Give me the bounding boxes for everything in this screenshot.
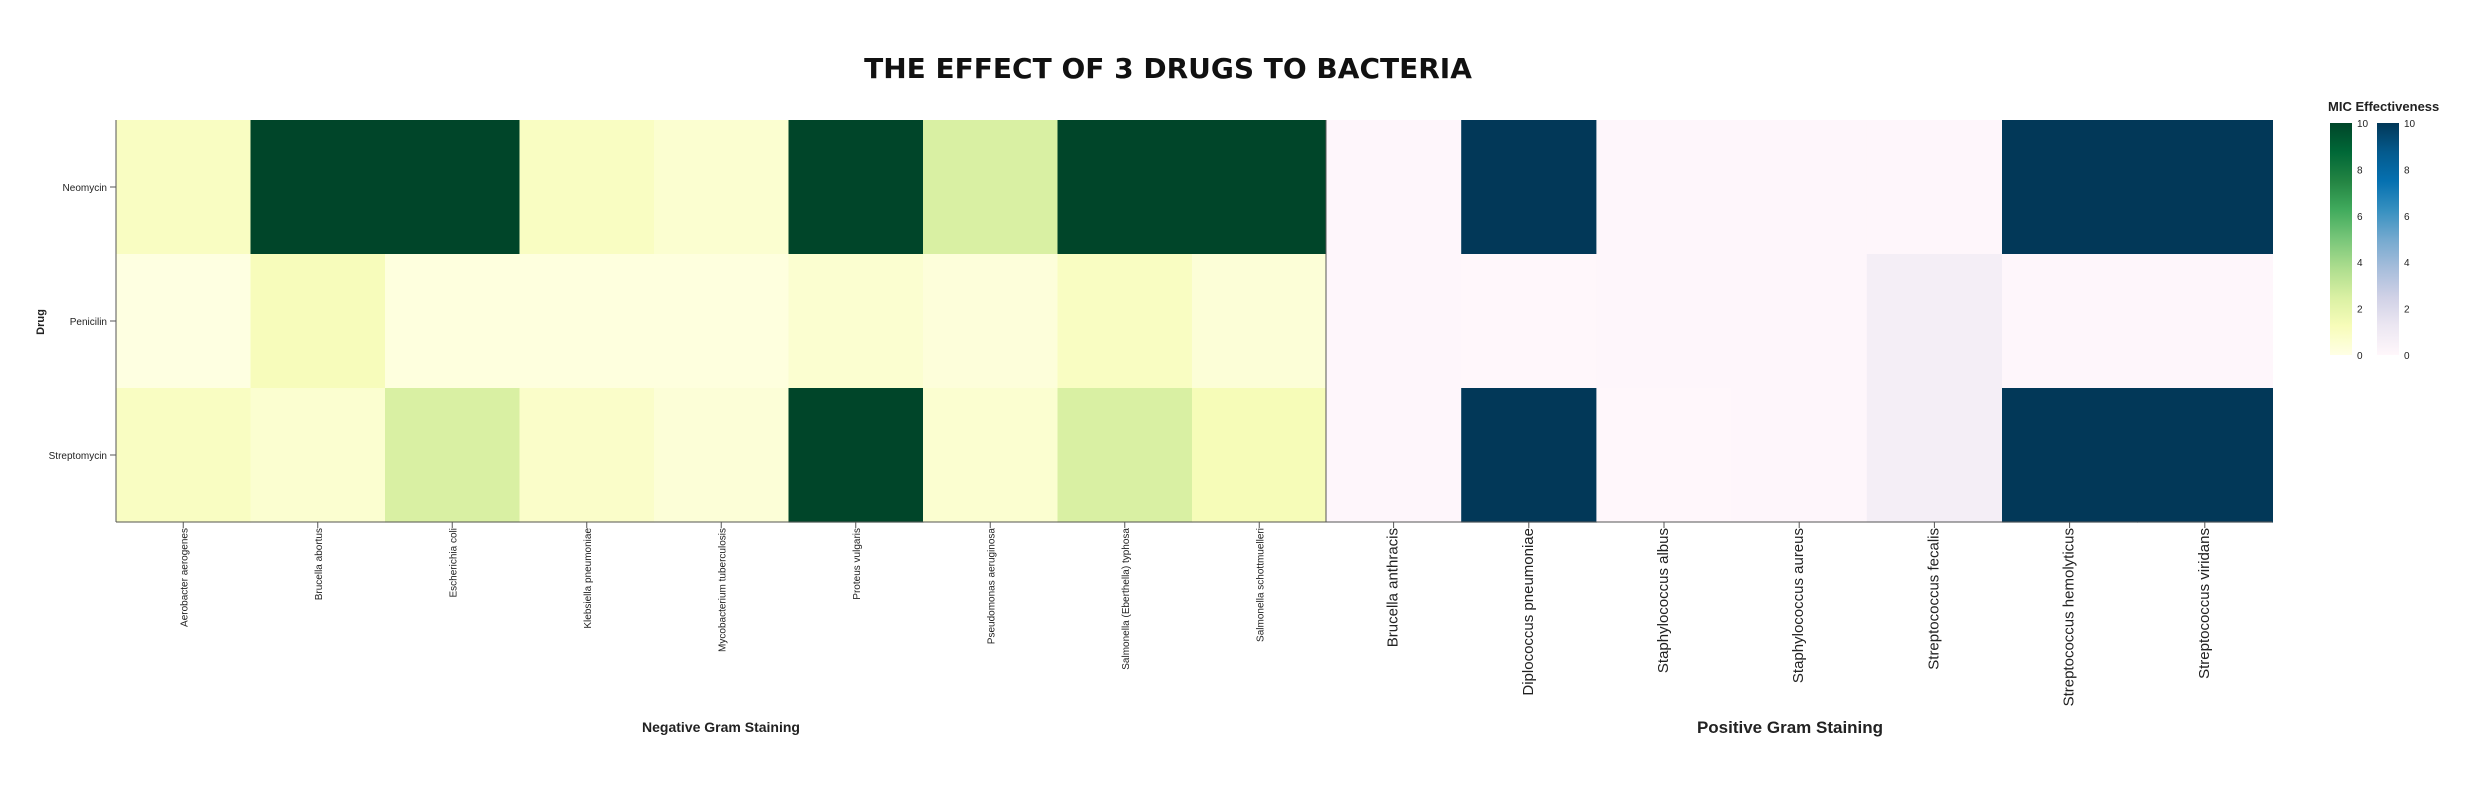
heatmap-cell <box>519 254 655 389</box>
x-tick-label: Aerobacter aerogenes <box>179 528 190 627</box>
heatmap-cell <box>1192 388 1328 523</box>
heatmap-cell <box>2137 388 2273 523</box>
heatmap-cell <box>1461 254 1597 389</box>
legend-ticks: 0 2 4 6 8 10 0 2 4 6 8 10 <box>2357 119 2416 362</box>
heatmap-cell <box>385 120 521 255</box>
x-tick-label: Proteus vulgaris <box>852 528 863 600</box>
legend-colorbar-positive <box>2377 123 2399 355</box>
heatmap-cell <box>923 120 1059 255</box>
heatmap-cell <box>1057 388 1193 523</box>
heatmap-cell <box>1731 254 1868 389</box>
x-tick-label: Pseudomonas aeruginosa <box>986 528 997 645</box>
x-tick-label: Diplococcus pneumoniae <box>1520 528 1537 696</box>
heatmap-cell <box>1326 254 1462 389</box>
legend-tick-label: 6 <box>2357 212 2363 223</box>
x-tick-label: Streptococcus viridans <box>2196 528 2213 679</box>
heatmap-cells <box>116 120 2273 523</box>
x-tick-label: Streptococcus fecalis <box>1925 528 1942 670</box>
heatmap-cell <box>654 388 790 523</box>
heatmap-cell <box>1866 120 2003 255</box>
heatmap-cell <box>385 254 521 389</box>
x-tick-label: Klebsiella pneumoniae <box>583 528 594 629</box>
heatmap-cell <box>1461 120 1597 255</box>
legend-tick-label: 6 <box>2404 212 2410 223</box>
legend-tick-label: 0 <box>2404 351 2410 362</box>
heatmap-cell <box>385 388 521 523</box>
heatmap-cell <box>923 254 1059 389</box>
heatmap-cell <box>654 254 790 389</box>
heatmap-cell <box>1057 120 1193 255</box>
heatmap-cell <box>1866 388 2003 523</box>
heatmap-cell <box>1057 254 1193 389</box>
heatmap-cell <box>1866 254 2003 389</box>
heatmap-cell <box>250 120 386 255</box>
heatmap-cell <box>654 120 790 255</box>
heatmap-cell <box>923 388 1059 523</box>
x-tick-label: Staphylococcus albus <box>1655 528 1672 673</box>
heatmap-cell <box>1596 388 1733 523</box>
heatmap-cell <box>250 254 386 389</box>
heatmap-cell <box>1192 120 1328 255</box>
heatmap-cell <box>519 120 655 255</box>
heatmap-cell <box>788 388 924 523</box>
heatmap-cell <box>1192 254 1328 389</box>
legend-tick-label: 2 <box>2357 305 2363 316</box>
legend-title: MIC Effectiveness <box>2328 99 2439 114</box>
heatmap-cell <box>2002 254 2138 389</box>
y-axis-labels: Neomycin Penicilin Streptomycin <box>49 183 107 462</box>
legend-tick-label: 8 <box>2357 165 2363 176</box>
y-tick-label: Streptomycin <box>49 451 107 462</box>
heatmap-cell <box>250 388 386 523</box>
heatmap-cell <box>2137 254 2273 389</box>
heatmap-cell <box>1596 254 1733 389</box>
heatmap-cell <box>788 120 924 255</box>
legend-tick-label: 2 <box>2404 305 2410 316</box>
y-axis-title: Drug <box>35 309 47 335</box>
x-tick-label: Brucella anthracis <box>1385 528 1402 647</box>
y-tick-label: Neomycin <box>63 183 107 194</box>
legend-tick-label: 10 <box>2357 119 2369 130</box>
heatmap-cell <box>1731 388 1868 523</box>
x-tick-label: Escherichia coli <box>448 528 459 597</box>
heatmap-cell <box>1731 120 1868 255</box>
heatmap-cell <box>2002 388 2138 523</box>
legend-tick-label: 4 <box>2357 258 2363 269</box>
heatmap-cell <box>2137 120 2273 255</box>
legend-tick-label: 4 <box>2404 258 2410 269</box>
x-tick-label: Salmonella (Eberthella) typhosa <box>1121 528 1132 670</box>
x-tick-label: Salmonella schottmuelleri <box>1255 528 1266 642</box>
legend-tick-label: 10 <box>2404 119 2416 130</box>
x-axis-labels: Aerobacter aerogenes Brucella abortus Esch… <box>179 528 2213 707</box>
x-tick-label: Mycobacterium tuberculosis <box>717 528 728 652</box>
heatmap-cell <box>2002 120 2138 255</box>
heatmap-cell <box>788 254 924 389</box>
x-axis-title-negative: Negative Gram Staining <box>642 719 800 735</box>
legend-tick-label: 8 <box>2404 165 2410 176</box>
heatmap-cell <box>116 120 252 255</box>
x-tick-label: Streptococcus hemolyticus <box>2061 528 2078 706</box>
legend-tick-label: 0 <box>2357 351 2363 362</box>
heatmap-cell <box>519 388 655 523</box>
chart-title: THE EFFECT OF 3 DRUGS TO BACTERIA <box>864 52 1472 85</box>
heatmap-cell <box>1326 120 1462 255</box>
x-tick-label: Brucella abortus <box>314 528 325 600</box>
x-tick-label: Staphylococcus aureus <box>1790 528 1807 683</box>
x-axis-title-positive: Positive Gram Staining <box>1697 718 1883 737</box>
heatmap-cell <box>116 388 252 523</box>
legend-colorbar-negative <box>2330 123 2352 355</box>
heatmap-cell <box>1596 120 1733 255</box>
heatmap-cell <box>1326 388 1462 523</box>
heatmap-cell <box>116 254 252 389</box>
axes <box>110 120 2273 528</box>
y-tick-label: Penicilin <box>70 317 107 328</box>
heatmap-cell <box>1461 388 1597 523</box>
